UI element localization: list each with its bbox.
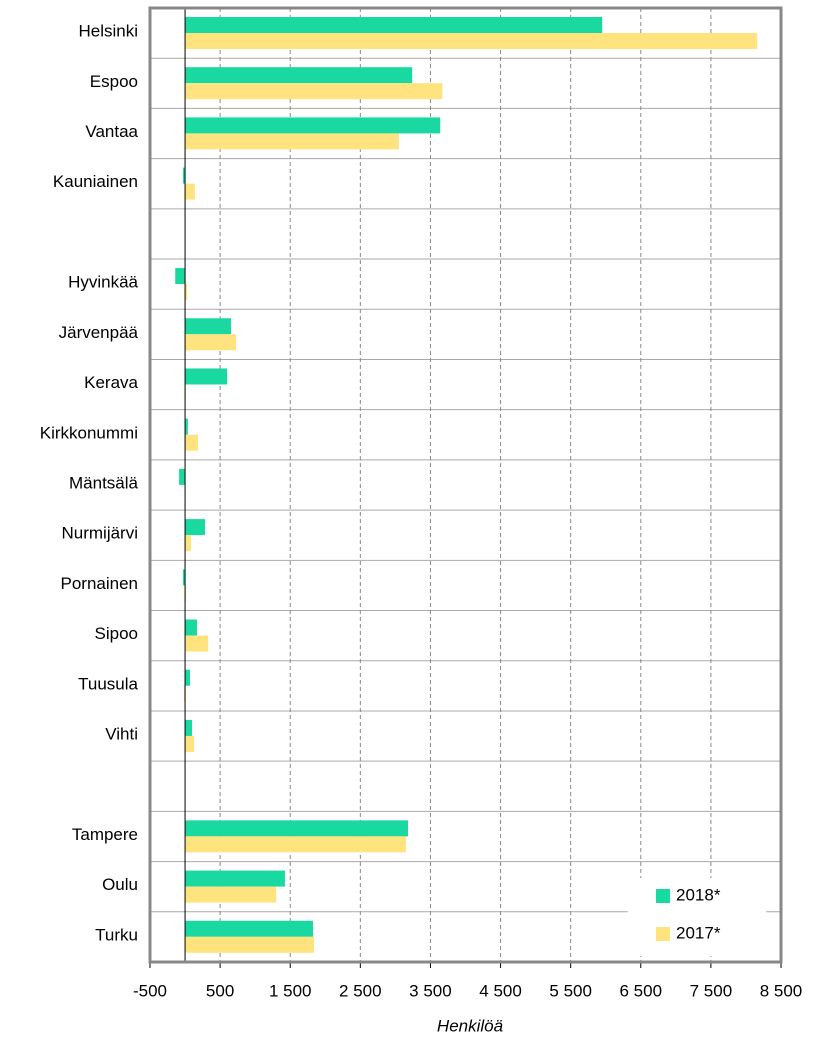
legend-box <box>628 878 766 956</box>
bar <box>185 635 209 652</box>
bar <box>182 167 186 184</box>
y-tick-label: Kirkkonummi <box>40 423 138 442</box>
y-tick-label: Pornainen <box>60 574 138 593</box>
y-tick-label: Espoo <box>90 72 138 91</box>
y-tick-label: Kerava <box>84 373 138 392</box>
bar <box>185 820 409 837</box>
x-axis-label: Henkilöä <box>437 1016 503 1035</box>
y-tick-label: Järvenpää <box>59 323 139 342</box>
x-tick-label: 4 500 <box>479 981 522 1000</box>
bar <box>185 67 413 84</box>
bar <box>179 468 186 485</box>
bar <box>185 519 206 536</box>
y-tick-label: Oulu <box>102 875 138 894</box>
y-tick-label: Mäntsälä <box>69 473 139 492</box>
y-tick-label: Turku <box>95 925 138 944</box>
y-tick-label: Hyvinkää <box>68 273 138 292</box>
legend-label: 2017* <box>676 923 721 942</box>
bar <box>185 886 277 903</box>
bar <box>175 268 186 285</box>
bar <box>185 133 399 150</box>
bar <box>185 619 197 636</box>
bar <box>185 936 315 953</box>
bar <box>185 17 603 33</box>
y-tick-label: Tampere <box>72 825 138 844</box>
bar <box>185 117 441 134</box>
bar <box>185 83 443 100</box>
x-tick-label: 1 500 <box>269 981 312 1000</box>
bar <box>185 434 199 451</box>
y-tick-label: Tuusula <box>78 674 138 693</box>
y-tick-label: Nurmijärvi <box>62 524 139 543</box>
x-tick-label: 3 500 <box>409 981 452 1000</box>
bar <box>185 920 314 937</box>
y-tick-label: Sipoo <box>95 624 138 643</box>
x-tick-label: 2 500 <box>339 981 382 1000</box>
legend-swatch <box>656 927 670 941</box>
x-tick-label: 7 500 <box>690 981 733 1000</box>
bar <box>185 719 193 736</box>
plot-border <box>148 6 783 964</box>
bar <box>185 735 195 752</box>
bar <box>185 669 190 686</box>
bar <box>184 685 186 702</box>
x-tick-label: 6 500 <box>620 981 663 1000</box>
bar <box>185 318 232 335</box>
x-tick-label: -500 <box>133 981 167 1000</box>
bar <box>185 836 406 853</box>
legend-label: 2018* <box>676 885 721 904</box>
bar <box>185 870 285 887</box>
bar <box>185 284 188 301</box>
y-tick-label: Kauniainen <box>53 172 138 191</box>
bar <box>182 569 186 586</box>
bar <box>185 418 188 435</box>
bar <box>185 585 187 602</box>
bar <box>185 183 195 200</box>
x-tick-label: 500 <box>206 981 234 1000</box>
bar <box>185 535 192 552</box>
y-tick-label: Helsinki <box>78 22 138 41</box>
bar <box>185 334 237 351</box>
legend-swatch <box>656 889 670 903</box>
x-tick-label: 5 500 <box>549 981 592 1000</box>
x-tick-label: 8 500 <box>760 981 803 1000</box>
y-tick-label: Vihti <box>105 725 138 744</box>
bar <box>185 33 758 49</box>
bar <box>185 368 228 385</box>
y-tick-label: Vantaa <box>85 122 138 141</box>
